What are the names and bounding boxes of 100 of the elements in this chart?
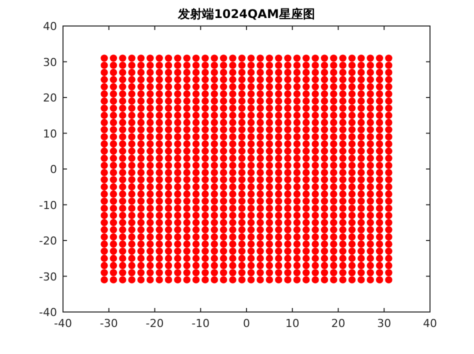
point bbox=[220, 104, 228, 112]
point bbox=[284, 104, 292, 112]
point bbox=[100, 219, 108, 226]
point bbox=[376, 240, 384, 248]
point bbox=[192, 54, 200, 62]
point bbox=[320, 168, 328, 176]
point bbox=[339, 162, 346, 170]
point bbox=[183, 76, 190, 84]
point bbox=[330, 104, 338, 112]
point bbox=[312, 240, 319, 248]
point bbox=[284, 126, 292, 134]
point bbox=[202, 190, 209, 198]
point bbox=[358, 126, 365, 134]
point bbox=[247, 148, 255, 155]
point bbox=[385, 219, 392, 226]
point bbox=[146, 248, 154, 255]
x-tick-label: 30 bbox=[377, 317, 392, 330]
chart-title: 发射端1024QAM星座图 bbox=[177, 7, 315, 21]
point bbox=[275, 240, 282, 248]
point bbox=[348, 262, 356, 270]
x-tick-label: 20 bbox=[331, 317, 346, 330]
point bbox=[229, 154, 236, 162]
point bbox=[339, 62, 346, 69]
point bbox=[348, 276, 356, 284]
point bbox=[156, 176, 163, 184]
point bbox=[339, 190, 346, 198]
point bbox=[247, 168, 255, 176]
point bbox=[128, 76, 136, 84]
point bbox=[385, 162, 392, 170]
point bbox=[284, 118, 292, 126]
point bbox=[266, 54, 274, 62]
point bbox=[302, 176, 310, 184]
point bbox=[220, 126, 228, 134]
point bbox=[100, 168, 108, 176]
point bbox=[366, 154, 374, 162]
point bbox=[266, 219, 274, 226]
point bbox=[348, 176, 356, 184]
point bbox=[256, 76, 264, 84]
point bbox=[202, 233, 209, 241]
point bbox=[229, 226, 236, 234]
point bbox=[183, 97, 190, 105]
point bbox=[284, 233, 292, 241]
point bbox=[110, 104, 118, 112]
point bbox=[376, 62, 384, 69]
point bbox=[266, 168, 274, 176]
point bbox=[119, 198, 126, 205]
point bbox=[146, 112, 154, 119]
point bbox=[366, 168, 374, 176]
point bbox=[174, 168, 182, 176]
point bbox=[312, 233, 319, 241]
point bbox=[202, 198, 209, 205]
point bbox=[110, 97, 118, 105]
point bbox=[339, 212, 346, 220]
point bbox=[110, 118, 118, 126]
point bbox=[192, 83, 200, 90]
point bbox=[119, 162, 126, 170]
point bbox=[192, 248, 200, 255]
point bbox=[348, 198, 356, 205]
point bbox=[210, 204, 218, 212]
point bbox=[385, 90, 392, 98]
point bbox=[183, 112, 190, 119]
point bbox=[302, 54, 310, 62]
point bbox=[247, 162, 255, 170]
point bbox=[100, 62, 108, 69]
point bbox=[247, 68, 255, 76]
point bbox=[238, 104, 246, 112]
point bbox=[220, 154, 228, 162]
point bbox=[348, 140, 356, 148]
point bbox=[247, 276, 255, 284]
point bbox=[366, 176, 374, 184]
point bbox=[192, 262, 200, 270]
point bbox=[339, 276, 346, 284]
point bbox=[192, 126, 200, 134]
point bbox=[229, 76, 236, 84]
point bbox=[358, 262, 365, 270]
point bbox=[192, 269, 200, 276]
point bbox=[119, 212, 126, 220]
point bbox=[247, 190, 255, 198]
point bbox=[220, 133, 228, 140]
point bbox=[210, 62, 218, 69]
point bbox=[210, 190, 218, 198]
point bbox=[100, 104, 108, 112]
point bbox=[330, 183, 338, 190]
point bbox=[156, 190, 163, 198]
point bbox=[220, 233, 228, 241]
point bbox=[320, 190, 328, 198]
point bbox=[238, 276, 246, 284]
point bbox=[320, 97, 328, 105]
point bbox=[164, 97, 172, 105]
point bbox=[156, 154, 163, 162]
point bbox=[156, 126, 163, 134]
point bbox=[293, 68, 301, 76]
point bbox=[128, 140, 136, 148]
point bbox=[266, 190, 274, 198]
point bbox=[174, 233, 182, 241]
point bbox=[156, 68, 163, 76]
point bbox=[119, 154, 126, 162]
point bbox=[320, 240, 328, 248]
point bbox=[174, 126, 182, 134]
point bbox=[164, 126, 172, 134]
